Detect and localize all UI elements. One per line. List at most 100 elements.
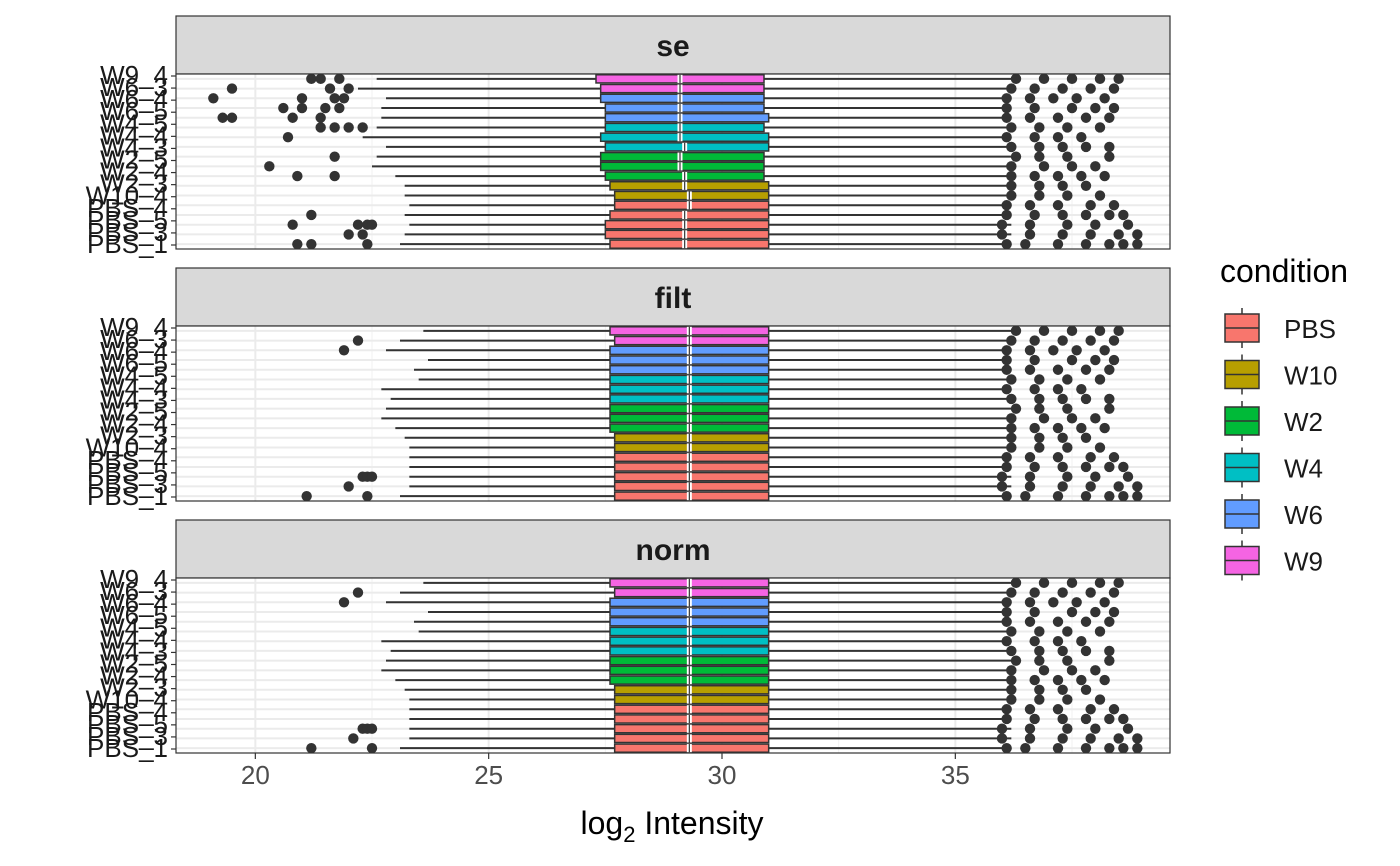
outlier-point — [1104, 209, 1115, 221]
outlier-point — [1118, 490, 1129, 502]
y-tick-label: W6_5 — [100, 348, 168, 378]
outlier-point — [1034, 141, 1045, 153]
outlier-point — [226, 83, 238, 94]
box-W9_3 — [226, 83, 1120, 94]
outlier-point — [296, 93, 308, 104]
outlier-point — [1052, 112, 1064, 123]
box-PBS_2 — [343, 229, 1143, 240]
outlier-point — [1071, 345, 1082, 356]
outlier-point — [1024, 345, 1036, 356]
panel-background — [176, 74, 1170, 249]
outlier-point — [1132, 481, 1143, 492]
outlier-point — [1029, 422, 1040, 434]
outlier-point — [306, 238, 317, 250]
panel-border — [175, 73, 1171, 250]
outlier-point — [1052, 200, 1064, 211]
y-tick-label: PBS_5 — [87, 457, 168, 487]
outlier-point — [1006, 180, 1017, 192]
y-tick-label: W4_5 — [100, 612, 168, 642]
outlier-point — [1099, 674, 1110, 686]
outlier-point — [1001, 452, 1012, 463]
outlier-point — [1099, 93, 1110, 104]
outlier-point — [1001, 131, 1012, 143]
outlier-point — [1090, 413, 1101, 424]
y-tick-label: W10_4 — [86, 181, 168, 211]
outlier-point — [1034, 626, 1045, 637]
outlier-point — [1024, 723, 1036, 734]
legend-title: condition — [1220, 253, 1348, 289]
legend-item-label: W2 — [1284, 407, 1323, 437]
outlier-point — [1090, 665, 1101, 676]
y-tick-label: W9_4 — [100, 312, 168, 342]
outlier-point — [996, 733, 1008, 744]
y-tick-label: W4_4 — [100, 372, 168, 402]
outlier-point — [1062, 190, 1073, 201]
outlier-point — [1062, 723, 1073, 734]
outlier-point — [1001, 635, 1012, 647]
box-W2_3 — [395, 422, 1110, 434]
outlier-point — [1029, 635, 1040, 647]
y-tick-label: W4_3 — [100, 132, 168, 162]
outlier-point — [1024, 112, 1036, 123]
box-W2_5 — [386, 655, 1115, 666]
facet-panels: seW9_4W6_3W6_4W6_5W4_5W4_4W4_3W2_5W2_4W2… — [86, 15, 1171, 763]
outlier-point — [1099, 170, 1110, 182]
legend-item-W6: W6 — [1224, 494, 1323, 534]
outlier-point — [1104, 238, 1115, 250]
outlier-point — [1001, 345, 1012, 356]
y-tick-label: W10_4 — [86, 433, 168, 463]
box-W4_5 — [315, 122, 1106, 133]
outlier-point — [1080, 616, 1092, 627]
outlier-point — [1034, 151, 1045, 162]
box-W6_3 — [217, 112, 1115, 123]
outlier-point — [1118, 209, 1129, 221]
x-axis-title-rest: Intensity — [635, 805, 763, 841]
outlier-point — [1001, 713, 1012, 725]
outlier-point — [366, 742, 378, 754]
outlier-point — [1006, 422, 1017, 434]
outlier-point — [1080, 393, 1092, 405]
outlier-point — [1066, 161, 1078, 172]
outlier-point — [343, 481, 354, 492]
box-PBS_1 — [292, 238, 1143, 250]
outlier-point — [1057, 141, 1068, 153]
y-tick-label: W9_4 — [100, 564, 168, 594]
outlier-point — [1052, 674, 1064, 686]
outlier-point — [1076, 635, 1087, 647]
outlier-point — [1113, 73, 1124, 85]
outlier-point — [334, 73, 345, 85]
outlier-point — [1024, 364, 1036, 375]
outlier-point — [1057, 180, 1068, 192]
outlier-point — [1001, 102, 1012, 114]
box-PBS_5 — [409, 704, 1120, 715]
box-W2_3 — [292, 170, 1110, 182]
box-W2_4 — [381, 665, 1101, 676]
outlier-point — [1057, 209, 1068, 221]
box-W10_4 — [404, 190, 1106, 201]
outlier-point — [329, 170, 340, 182]
outlier-point — [278, 102, 289, 114]
outlier-point — [1024, 200, 1036, 211]
outlier-point — [320, 102, 331, 114]
legend-items: PBS W10 W2 W4 W6 W9 — [1224, 308, 1337, 581]
panel-background — [176, 326, 1170, 501]
x-tick-label: 35 — [941, 760, 970, 790]
box-iqr — [599, 132, 770, 143]
box-W4_5 — [418, 626, 1106, 637]
outlier-point — [1024, 616, 1036, 627]
box-W2_4 — [264, 161, 1101, 172]
y-tick-label: PBS_1 — [87, 229, 168, 259]
box-iqr — [609, 180, 770, 191]
box-W2_5 — [329, 151, 1115, 162]
outlier-point — [329, 151, 340, 162]
outlier-point — [1094, 325, 1106, 337]
legend-item-PBS: PBS — [1224, 308, 1336, 348]
panel-background — [176, 578, 1170, 753]
outlier-point — [1062, 151, 1073, 162]
outlier-point — [315, 73, 326, 85]
facet-strip-label: norm — [636, 534, 711, 567]
box-W4_3 — [390, 645, 1115, 657]
outlier-point — [1062, 655, 1073, 666]
outlier-point — [1001, 112, 1012, 123]
box-PBS_5 — [409, 452, 1120, 463]
